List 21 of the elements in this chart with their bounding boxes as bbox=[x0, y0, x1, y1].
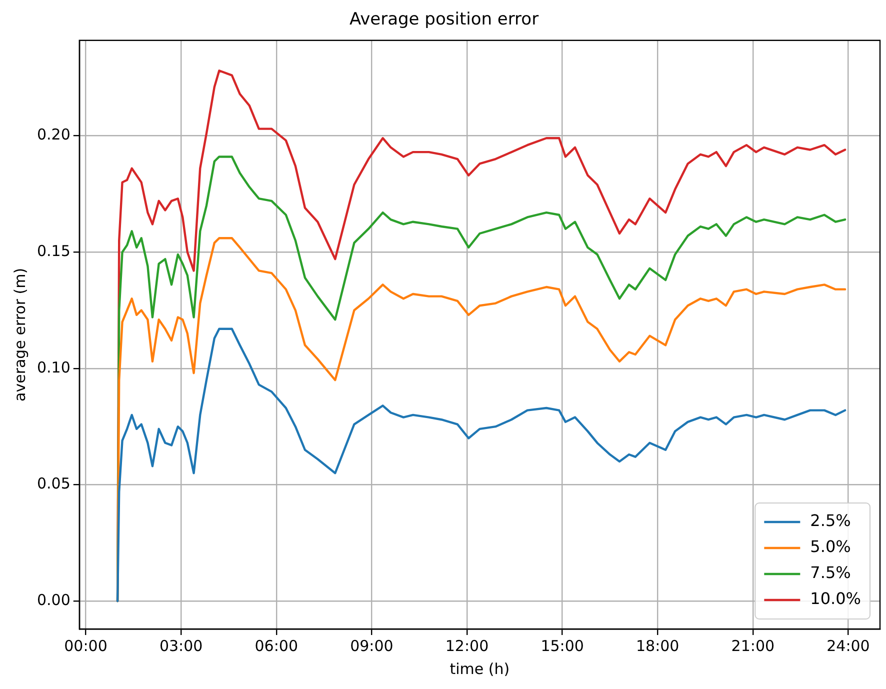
y-tick-label: 0.05 bbox=[36, 474, 70, 493]
x-axis-title: time (h) bbox=[450, 660, 510, 678]
y-axis-title: average error (m) bbox=[10, 268, 29, 402]
x-tick-label: 00:00 bbox=[64, 636, 108, 655]
legend-label: 5.0% bbox=[810, 537, 851, 556]
x-tick-label: 18:00 bbox=[636, 636, 680, 655]
x-tick-label: 24:00 bbox=[826, 636, 870, 655]
x-tick-label: 03:00 bbox=[159, 636, 203, 655]
legend-label: 7.5% bbox=[810, 563, 851, 582]
legend-label: 2.5% bbox=[810, 511, 851, 530]
x-tick-label: 21:00 bbox=[731, 636, 775, 655]
y-tick-label: 0.15 bbox=[36, 242, 70, 260]
chart-title: Average position error bbox=[349, 10, 539, 30]
y-tick-label: 0.20 bbox=[36, 126, 70, 144]
legend-label: 10.0% bbox=[810, 589, 861, 608]
x-tick-label: 15:00 bbox=[540, 636, 584, 655]
y-tick-label: 0.00 bbox=[36, 590, 70, 609]
x-tick-label: 09:00 bbox=[350, 636, 394, 655]
y-tick-label: 0.10 bbox=[36, 358, 70, 376]
x-tick-label: 12:00 bbox=[445, 636, 489, 655]
x-tick-label: 06:00 bbox=[254, 636, 298, 655]
